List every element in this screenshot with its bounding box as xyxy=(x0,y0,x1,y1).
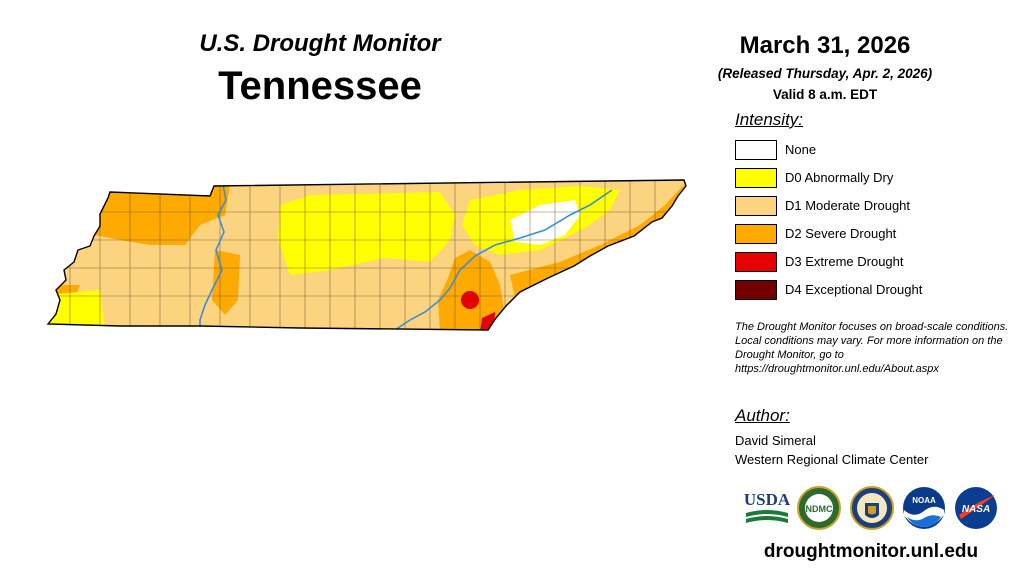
drought-fill-layer xyxy=(48,180,686,330)
legend-swatch xyxy=(735,168,777,188)
ndmc-logo: NDMC xyxy=(797,486,841,530)
map-date: March 31, 2026 xyxy=(739,32,911,59)
author-organization: Western Regional Climate Center xyxy=(735,452,929,467)
drought-map xyxy=(47,179,687,331)
author-name: David Simeral xyxy=(735,433,816,448)
d2-region-river xyxy=(212,250,240,315)
legend-swatch xyxy=(735,280,777,300)
svg-text:NASA: NASA xyxy=(962,504,990,515)
legend-title: Intensity: xyxy=(735,110,804,129)
d0-region-middle xyxy=(278,192,455,275)
release-date: (Released Thursday, Apr. 2, 2026) xyxy=(717,66,933,81)
legend-label: D0 Abnormally Dry xyxy=(785,170,894,185)
author-heading: Author: xyxy=(735,406,790,425)
legend-label: D1 Moderate Drought xyxy=(785,198,911,213)
valid-time: Valid 8 a.m. EDT xyxy=(772,87,878,102)
legend-label: D3 Extreme Drought xyxy=(785,254,904,269)
usda-logo: USDA xyxy=(744,490,791,523)
nasa-logo: NASA xyxy=(955,487,997,529)
map-subtitle: U.S. Drought Monitor xyxy=(199,30,441,57)
legend-label: None xyxy=(785,142,817,157)
legend-swatch xyxy=(735,196,777,216)
legend-swatch xyxy=(735,140,777,160)
svg-text:NOAA: NOAA xyxy=(912,496,936,505)
none-region xyxy=(510,200,580,245)
noaa-logo: NOAA xyxy=(903,487,945,529)
legend-label: D2 Severe Drought xyxy=(785,226,897,241)
svg-text:NDMC: NDMC xyxy=(806,504,833,514)
svg-text:USDA: USDA xyxy=(744,490,791,509)
d3-region xyxy=(461,291,479,309)
map-title: Tennessee xyxy=(218,64,422,108)
usda-seal-logo xyxy=(850,486,894,530)
d2-region-northwest xyxy=(95,185,230,245)
legend-label: D4 Exceptional Drought xyxy=(785,282,923,297)
drought-monitor-note: The Drought Monitor focuses on broad-sca… xyxy=(735,321,1009,375)
legend-swatch xyxy=(735,224,777,244)
rivers xyxy=(199,180,613,330)
footer-url: droughtmonitor.unl.edu xyxy=(763,541,979,562)
legend-swatch xyxy=(735,252,777,272)
